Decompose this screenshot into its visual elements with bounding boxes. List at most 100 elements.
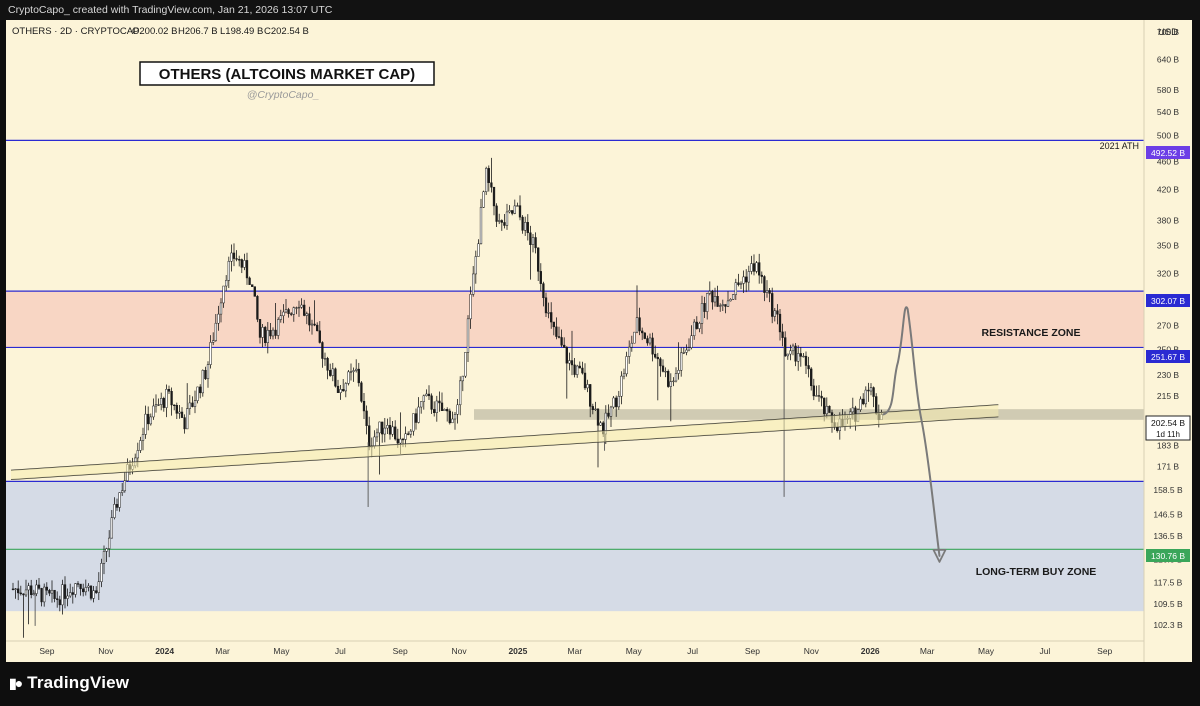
candle-body-22: [69, 592, 72, 597]
candle-body-253: [669, 381, 672, 387]
ath-label: 2021 ATH: [1100, 141, 1139, 151]
candle-body-20: [63, 584, 67, 599]
candle-body-164: [438, 400, 441, 404]
candle-body-130: [349, 371, 353, 373]
candle-body-209: [555, 326, 558, 337]
candle-body-81: [222, 285, 225, 304]
candle-body-212: [563, 344, 566, 348]
candle-body-259: [685, 349, 688, 353]
candle-body-63: [175, 404, 178, 414]
candle-body-123: [331, 368, 334, 376]
candle-body-326: [859, 398, 862, 410]
candle-body-206: [547, 312, 550, 314]
x-tick-label-12: Sep: [745, 646, 760, 656]
candle-body-298: [786, 353, 789, 357]
candle-body-233: [617, 395, 620, 408]
candle-body-105: [284, 309, 288, 313]
candle-body-40: [115, 504, 119, 508]
candle-body-5: [24, 589, 28, 596]
x-tick-label-1: Nov: [98, 646, 114, 656]
candle-body-107: [290, 313, 293, 315]
buy-zone-label: LONG-TERM BUY ZONE: [976, 566, 1097, 578]
candle-body-53: [149, 416, 152, 425]
chart-area[interactable]: OTHERS · 2D · CRYPTOCAP O200.02 B H206.7…: [6, 20, 1192, 662]
legend-low: L198.49 B: [220, 26, 263, 37]
candle-body-131: [352, 370, 355, 372]
x-tick-label-6: Sep: [393, 646, 408, 656]
y-tick-label-5: 460 B: [1157, 156, 1180, 166]
candle-body-301: [794, 345, 797, 362]
candle-body-173: [461, 375, 464, 382]
candle-body-9: [35, 584, 38, 594]
candle-body-102: [277, 319, 280, 336]
candle-body-314: [828, 405, 831, 413]
tradingview-logo[interactable]: ▮● TradingView: [9, 673, 129, 693]
candle-body-96: [261, 327, 264, 338]
candle-body-69: [191, 402, 194, 407]
candle-body-140: [375, 432, 379, 438]
candle-body-3: [19, 592, 22, 595]
candle-body-295: [778, 313, 782, 333]
chart-title: OTHERS (ALTCOINS MARKET CAP): [159, 66, 415, 83]
candle-body-148: [396, 438, 399, 444]
candle-body-106: [287, 309, 290, 314]
x-tick-label-15: Mar: [920, 646, 935, 656]
candle-body-112: [303, 304, 306, 316]
candle-body-277: [732, 294, 735, 300]
time-axis[interactable]: Sep Nov 2024 Mar May Jul Sep Nov 2025 Mar May Jul Se…: [39, 646, 1112, 656]
legend-symbol: OTHERS · 2D · CRYPTOCAP: [12, 26, 139, 37]
candle-body-250: [661, 365, 665, 372]
candle-body-174: [464, 352, 467, 377]
candle-body-309: [815, 395, 818, 397]
candle-body-17: [56, 598, 59, 600]
candle-body-134: [360, 382, 363, 402]
candle-body-331: [872, 387, 875, 397]
candle-body-84: [230, 252, 233, 262]
candle-body-128: [344, 383, 347, 392]
candle-body-180: [479, 207, 483, 245]
y-tick-label-12: 250 B: [1157, 344, 1180, 354]
candle-body-204: [542, 283, 545, 299]
candle-body-108: [292, 307, 295, 315]
candle-body-75: [206, 364, 210, 380]
candle-body-101: [274, 329, 277, 336]
candle-body-199: [529, 232, 532, 245]
candle-body-77: [212, 340, 215, 343]
candle-body-207: [550, 312, 553, 323]
candle-body-280: [739, 283, 743, 285]
candle-body-195: [518, 205, 522, 218]
candle-body-117: [316, 324, 319, 332]
candle-body-299: [789, 350, 792, 355]
candle-body-129: [347, 371, 350, 384]
candle-body-166: [443, 409, 446, 412]
x-tick-label-9: Mar: [568, 646, 583, 656]
candle-body-42: [121, 490, 124, 493]
x-tick-label-7: Nov: [451, 646, 467, 656]
candle-body-48: [136, 450, 139, 459]
buy-level-value: 130.76 B: [1151, 551, 1185, 561]
last-price-value: 202.54 B: [1151, 418, 1185, 428]
candle-body-79: [217, 313, 220, 324]
candle-body-190: [505, 211, 509, 226]
candle-body-26: [79, 583, 82, 590]
candle-body-132: [355, 368, 358, 371]
candle-body-157: [420, 401, 423, 408]
current-price-band: [474, 409, 1144, 420]
candle-body-32: [95, 590, 98, 593]
candle-body-329: [867, 389, 870, 392]
candle-body-147: [394, 426, 397, 440]
candle-body-109: [295, 307, 298, 309]
ath-price-tag: 492.52 B: [1146, 146, 1190, 159]
candle-body-266: [703, 303, 706, 312]
candle-body-28: [84, 587, 87, 593]
candle-body-293: [773, 310, 776, 317]
candle-body-279: [737, 282, 740, 285]
candle-body-215: [570, 360, 574, 366]
candle-body-303: [799, 353, 802, 357]
candle-body-89: [243, 260, 246, 268]
candle-body-121: [326, 358, 329, 371]
candle-body-49: [139, 440, 142, 451]
currency-label: USD: [1158, 27, 1178, 38]
candle-body-261: [690, 335, 693, 348]
resistance-bottom-value: 251.67 B: [1151, 352, 1185, 362]
